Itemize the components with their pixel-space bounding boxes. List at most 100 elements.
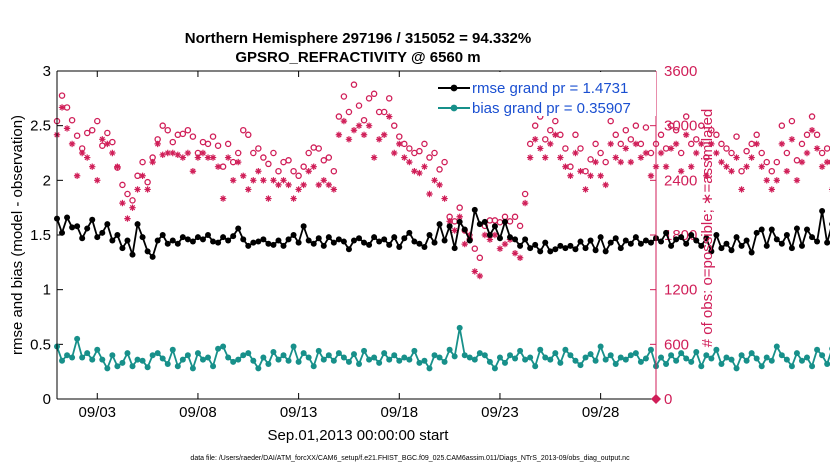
- assimilated-point: [250, 177, 257, 184]
- possible-point: [68, 116, 76, 124]
- possible-point: [73, 132, 81, 139]
- possible-point: [672, 126, 680, 134]
- rmse-point: [174, 240, 181, 247]
- assimilated-point: [315, 181, 322, 189]
- bias-point: [627, 352, 634, 359]
- assimilated-point: [521, 199, 529, 207]
- y-left-tick-label: 3: [43, 63, 51, 80]
- possible-point: [159, 122, 166, 129]
- possible-point: [94, 117, 101, 125]
- assimilated-point: [119, 199, 126, 207]
- bias-point: [129, 363, 136, 370]
- rmse-point: [592, 247, 599, 254]
- assimilated-point: [607, 140, 614, 148]
- possible-point: [380, 108, 388, 116]
- bias-point: [723, 354, 730, 361]
- bias-point: [426, 365, 433, 372]
- bias-point: [582, 354, 589, 361]
- bias-point: [134, 356, 141, 363]
- legend-label-bias: bias grand pr = 0.35907: [472, 100, 631, 117]
- possible-point: [758, 149, 765, 157]
- possible-point: [823, 145, 830, 152]
- bias-point: [320, 356, 327, 363]
- rmse-point: [386, 241, 393, 248]
- x-tick-label: 09/28: [582, 404, 620, 421]
- bias-point: [250, 357, 257, 364]
- assimilated-point: [662, 163, 670, 170]
- possible-point: [698, 122, 705, 129]
- possible-point: [421, 140, 428, 148]
- bias-point: [738, 352, 745, 359]
- y-right-tick-label: 3600: [664, 63, 697, 80]
- possible-point: [124, 190, 131, 198]
- possible-point: [773, 158, 781, 166]
- rmse-point: [673, 236, 680, 243]
- possible-point: [129, 197, 136, 204]
- rmse-point: [189, 238, 196, 245]
- possible-point: [778, 122, 786, 129]
- rmse-point: [607, 239, 614, 246]
- possible-point: [456, 204, 463, 211]
- assimilated-point: [456, 213, 463, 220]
- possible-point: [214, 142, 222, 149]
- possible-point: [763, 158, 770, 166]
- assimilated-point: [391, 149, 398, 157]
- assimilated-point: [285, 181, 292, 189]
- rmse-point: [245, 242, 252, 249]
- possible-point: [808, 113, 816, 120]
- possible-point: [516, 222, 524, 230]
- axis-right-marker: [651, 394, 661, 404]
- possible-point: [431, 149, 438, 157]
- rmse-point: [562, 245, 569, 252]
- bias-point: [159, 355, 166, 362]
- y-left-tick-label: 0: [43, 391, 51, 408]
- bias-point: [401, 354, 408, 361]
- rmse-point: [647, 239, 654, 246]
- possible-point: [703, 154, 710, 161]
- rmse-point: [194, 234, 201, 241]
- rmse-point: [235, 225, 242, 232]
- bias-point: [607, 352, 614, 359]
- bias-point: [466, 354, 473, 361]
- legend-marker-rmse: [450, 84, 458, 92]
- y-axis-label-right: # of obs: o=possible; ∗=assimilated: [699, 109, 716, 348]
- possible-point: [234, 149, 242, 157]
- bias-point: [814, 346, 821, 353]
- bias-point: [486, 358, 493, 365]
- assimilated-point: [426, 190, 433, 198]
- bias-point: [758, 363, 765, 370]
- x-tick-label: 09/03: [78, 404, 116, 421]
- possible-point: [562, 145, 569, 152]
- rmse-point: [728, 247, 735, 254]
- possible-point: [88, 126, 96, 134]
- bias-point: [788, 363, 795, 370]
- possible-point: [83, 129, 91, 137]
- rmse-point: [205, 232, 212, 238]
- assimilated-point: [209, 154, 217, 161]
- assimilated-point: [396, 140, 403, 148]
- possible-point: [592, 140, 599, 148]
- possible-point: [58, 92, 66, 99]
- bias-point: [194, 350, 201, 357]
- rmse-point: [119, 245, 126, 252]
- bias-point: [406, 356, 413, 363]
- rmse-point: [265, 240, 272, 247]
- rmse-point: [179, 234, 186, 241]
- assimilated-point: [617, 158, 624, 166]
- possible-point: [798, 140, 806, 148]
- bias-point: [350, 351, 357, 358]
- rmse-point: [753, 229, 760, 236]
- rmse-point: [798, 242, 805, 249]
- assimilated-point: [386, 113, 393, 120]
- rmse-point: [703, 235, 710, 242]
- assimilated-point: [255, 168, 262, 175]
- possible-point: [552, 117, 559, 125]
- rmse-point: [441, 237, 448, 244]
- assimilated-point: [134, 186, 141, 193]
- bias-point: [778, 352, 785, 359]
- assimilated-point: [647, 172, 655, 179]
- bias-point: [824, 361, 830, 368]
- assimilated-point: [587, 172, 594, 179]
- bias-point: [210, 363, 217, 370]
- possible-point: [406, 145, 413, 152]
